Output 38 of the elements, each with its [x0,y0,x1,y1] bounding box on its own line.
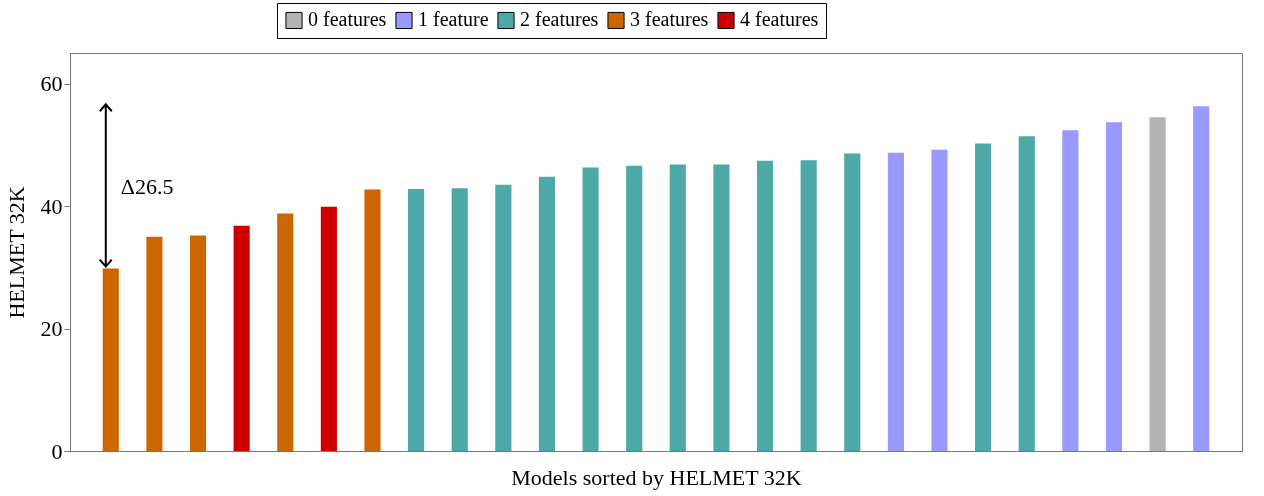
bar [713,164,730,451]
bar [1193,106,1210,451]
bar [1149,117,1166,451]
bar [669,164,686,451]
y-tick-label: 40 [40,193,63,219]
bar [1062,130,1079,451]
bar [931,149,948,451]
legend-label: 3 features [630,8,709,31]
bar [146,236,163,451]
bar [189,235,207,451]
bar [451,188,468,451]
bar [364,189,381,451]
bar [800,160,817,451]
bar [844,153,861,451]
legend-label: 0 features [308,8,387,31]
bar [277,213,294,451]
bar [495,184,512,451]
x-axis-title: Models sorted by HELMET 32K [511,464,802,490]
bar [233,225,250,451]
y-tick-label: 20 [40,316,63,342]
bar [582,167,599,451]
bar [538,176,556,451]
bar [626,165,643,451]
legend-label: 1 feature [418,8,489,31]
bar [756,160,774,451]
y-tick-label: 60 [40,71,63,97]
annotation: Δ26.5 [120,174,174,200]
bar [408,188,425,451]
bar [1105,122,1123,451]
y-tick-label: 0 [51,438,63,464]
bar [1018,136,1035,451]
y-axis-title: HELMET 32K [3,186,29,319]
bar [320,206,337,451]
bar [887,152,904,451]
legend-label: 4 features [740,8,819,31]
legend-label: 2 features [520,8,599,31]
bar [102,268,119,451]
bar [975,143,992,451]
